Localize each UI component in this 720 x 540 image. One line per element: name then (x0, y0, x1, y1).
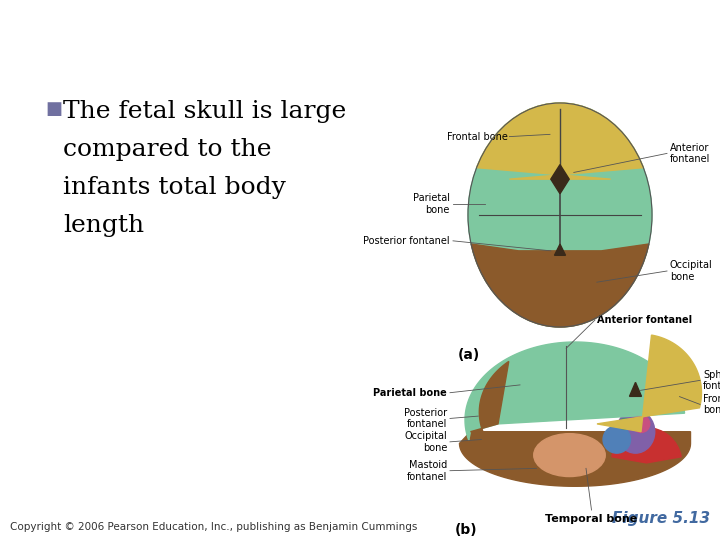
Polygon shape (554, 244, 565, 255)
Text: Frontal
bone: Frontal bone (703, 394, 720, 415)
Polygon shape (471, 244, 649, 327)
Text: Figure 5.13: Figure 5.13 (612, 511, 710, 526)
Text: Temporal bone: Temporal bone (545, 514, 638, 524)
Text: length: length (63, 214, 144, 237)
Text: Occipital
bone: Occipital bone (404, 431, 447, 453)
Text: compared to the: compared to the (63, 138, 271, 161)
Wedge shape (612, 428, 681, 463)
Polygon shape (597, 335, 701, 431)
Text: The fetal skull is large: The fetal skull is large (63, 100, 346, 123)
Text: Parietal
bone: Parietal bone (413, 193, 450, 214)
Text: infants total body: infants total body (63, 176, 286, 199)
Ellipse shape (603, 426, 631, 453)
Ellipse shape (619, 418, 630, 429)
Text: Anterior fontanel: Anterior fontanel (597, 315, 692, 325)
Ellipse shape (468, 103, 652, 327)
Polygon shape (629, 382, 642, 396)
Text: Frontal bone: Frontal bone (446, 132, 508, 141)
Ellipse shape (616, 410, 654, 453)
Text: Posterior fontanel: Posterior fontanel (364, 236, 450, 246)
Text: ■: ■ (45, 100, 62, 118)
Text: (b): (b) (455, 523, 477, 537)
Ellipse shape (534, 434, 606, 476)
Text: Posterior
fontanel: Posterior fontanel (404, 408, 447, 429)
Ellipse shape (632, 415, 649, 433)
Text: Sphenoidal
fontanel: Sphenoidal fontanel (703, 369, 720, 391)
Text: Occipital
bone: Occipital bone (670, 260, 713, 282)
Polygon shape (470, 361, 509, 435)
Polygon shape (459, 431, 690, 487)
Text: Copyright © 2006 Pearson Education, Inc., publishing as Benjamin Cummings: Copyright © 2006 Pearson Education, Inc.… (10, 522, 418, 532)
Text: Anterior
fontanel: Anterior fontanel (670, 143, 711, 164)
Text: (a): (a) (458, 348, 480, 362)
Polygon shape (477, 103, 644, 179)
Text: Mastoid
fontanel: Mastoid fontanel (407, 460, 447, 482)
Polygon shape (465, 342, 685, 440)
Text: Parietal bone: Parietal bone (373, 388, 447, 397)
Polygon shape (551, 165, 570, 194)
